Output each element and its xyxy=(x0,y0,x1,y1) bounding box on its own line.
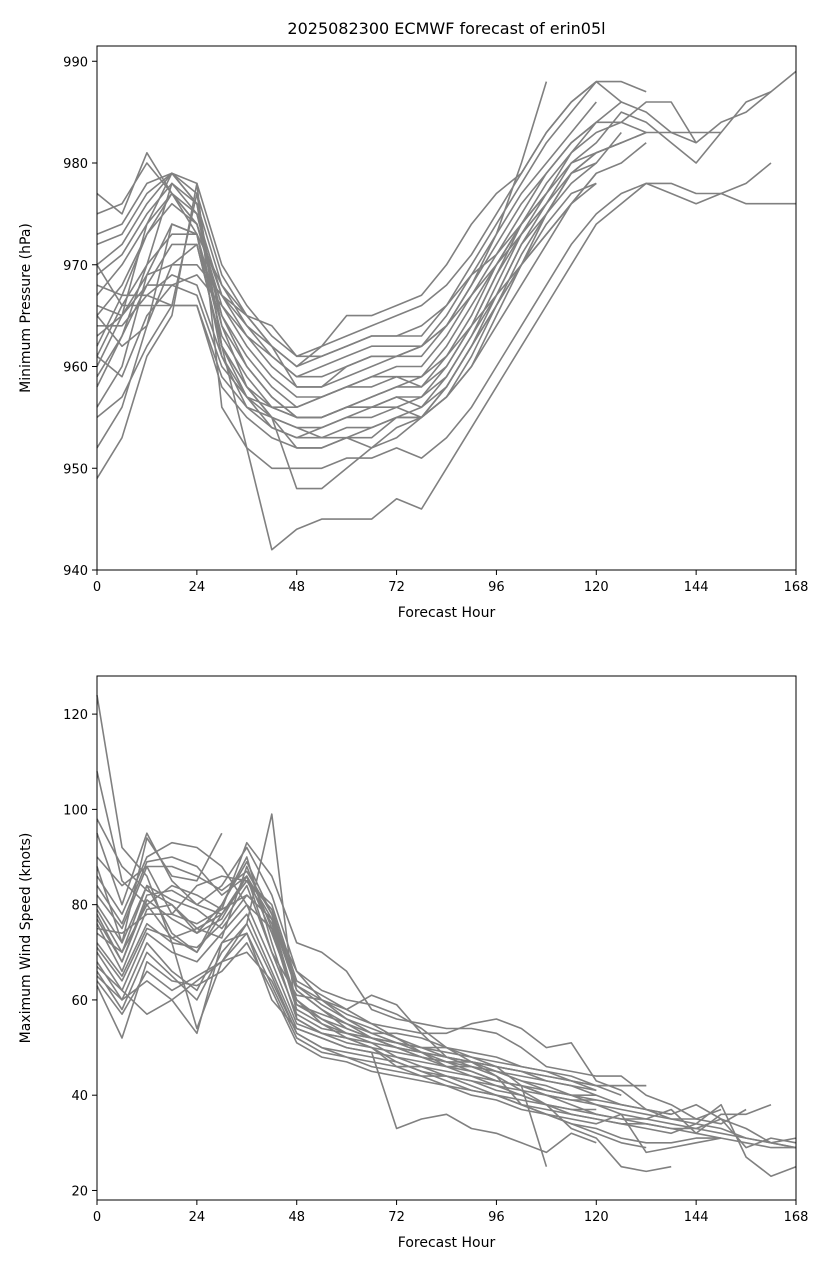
x-tick-label: 120 xyxy=(584,580,609,595)
series-line-24 xyxy=(96,203,548,378)
series-line-13 xyxy=(96,81,548,388)
panel-pressure: 0 24 48 72 96 120 144 168 940 950 960 970 980 990 Fore… xyxy=(18,19,808,621)
series-line-23 xyxy=(96,192,548,358)
series-line-8 xyxy=(96,884,722,1120)
series-line-13 xyxy=(96,903,597,1092)
series-line-22 xyxy=(96,192,548,419)
series-line-6 xyxy=(96,841,797,1177)
y-tick-label: 940 xyxy=(63,564,88,579)
x-tick-label: 120 xyxy=(584,1210,609,1225)
x-tick-label: 168 xyxy=(784,580,809,595)
series-line-11 xyxy=(96,856,647,1087)
y-axis-label: Minimum Pressure (hPa) xyxy=(18,223,34,393)
series-line-17 xyxy=(96,141,622,419)
x-tick-label: 144 xyxy=(684,1210,709,1225)
y-tick-label: 950 xyxy=(63,462,88,477)
y-tick-label: 120 xyxy=(63,708,88,723)
series-line-10 xyxy=(96,80,647,368)
y-tick-label: 40 xyxy=(71,1089,88,1104)
series-line-22 xyxy=(96,841,747,1125)
series-line-6 xyxy=(96,101,697,408)
y-tick-label: 100 xyxy=(63,803,88,818)
series-line-9 xyxy=(96,101,597,378)
y-tick-label: 970 xyxy=(63,259,88,274)
series-line-2 xyxy=(96,771,796,1149)
x-tick-label: 96 xyxy=(488,1210,505,1225)
panel-wind: 0 24 48 72 96 120 144 168 20 40 60 80 100 120 Forecast… xyxy=(18,675,809,1251)
y-tick-label: 60 xyxy=(71,994,88,1009)
series-line-15 xyxy=(96,142,647,449)
chart-title: 2025082300 ECMWF forecast of erin05l xyxy=(287,19,605,38)
x-tick-label: 48 xyxy=(288,580,305,595)
x-tick-label: 0 xyxy=(93,580,101,595)
x-tick-label: 72 xyxy=(388,1210,405,1225)
series-line-21 xyxy=(96,832,223,944)
axes-frame xyxy=(96,45,797,571)
y-tick-label: 80 xyxy=(71,899,88,914)
x-tick-label: 144 xyxy=(684,580,709,595)
y-tick-label: 960 xyxy=(63,361,88,376)
y-tick-label: 980 xyxy=(63,157,88,172)
x-tick-label: 0 xyxy=(93,1210,101,1225)
x-tick-label: 96 xyxy=(488,580,505,595)
series-line-1 xyxy=(96,694,722,1144)
series-line-20 xyxy=(96,856,797,1149)
series-line-19 xyxy=(96,172,597,408)
series-group xyxy=(96,70,797,551)
series-line-25 xyxy=(96,875,548,1167)
series-line-17 xyxy=(96,942,597,1111)
y-tick-label: 990 xyxy=(63,55,88,70)
series-line-23 xyxy=(96,894,722,1154)
series-line-12 xyxy=(96,80,622,368)
axes-frame xyxy=(96,675,797,1201)
x-tick-label: 24 xyxy=(189,580,206,595)
y-axis-label: Maximum Wind Speed (knots) xyxy=(18,833,34,1044)
x-axis-label: Forecast Hour xyxy=(398,1235,496,1251)
x-tick-label: 72 xyxy=(388,580,405,595)
x-tick-label: 48 xyxy=(288,1210,305,1225)
series-line-8 xyxy=(96,121,597,388)
x-tick-label: 24 xyxy=(189,1210,206,1225)
y-tick-label: 20 xyxy=(71,1184,88,1199)
series-line-16 xyxy=(96,932,597,1101)
series-group xyxy=(96,694,797,1177)
series-line-21 xyxy=(96,182,597,449)
series-line-19 xyxy=(96,951,647,1149)
series-line-12 xyxy=(96,884,622,1096)
series-line-18 xyxy=(96,932,597,1154)
x-axis-label: Forecast Hour xyxy=(398,605,496,621)
series-line-7 xyxy=(96,865,772,1135)
x-tick-label: 168 xyxy=(784,1210,809,1225)
